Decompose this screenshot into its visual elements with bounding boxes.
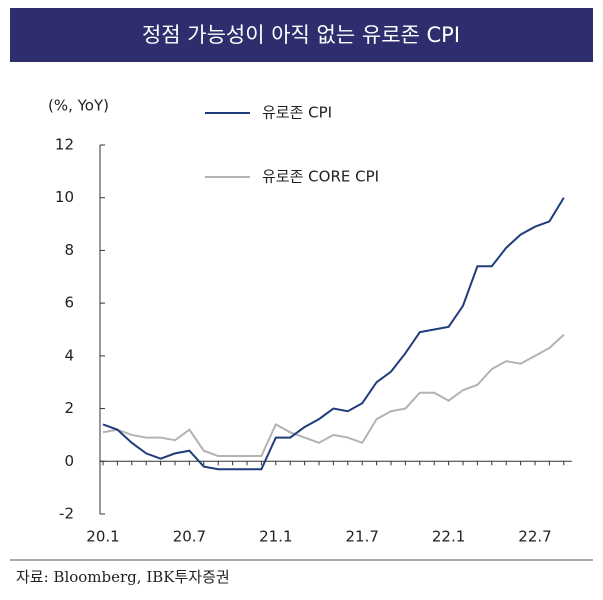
- y-tick-label: 4: [64, 346, 74, 364]
- series-line: [102, 334, 565, 458]
- x-tick-label: 21.7: [345, 528, 378, 546]
- y-tick-label: 2: [64, 399, 74, 417]
- x-tick-label: 22.7: [518, 528, 551, 546]
- x-tick-label: 20.1: [86, 528, 119, 546]
- legend-label: 유로존 CPI: [262, 104, 332, 122]
- y-tick-label: 10: [55, 188, 74, 206]
- chart-title: 정점 가능성이 아직 없는 유로존 CPI: [142, 23, 460, 47]
- y-tick-label: 6: [64, 294, 74, 312]
- series-line: [102, 197, 565, 471]
- y-axis-label: (%, YoY): [48, 97, 109, 115]
- x-tick-label: 21.1: [259, 528, 292, 546]
- y-tick-label: -2: [59, 505, 74, 523]
- legend-label: 유로존 CORE CPI: [262, 168, 379, 186]
- source-note: 자료: Bloomberg, IBK투자증권: [16, 568, 230, 586]
- y-tick-label: 12: [55, 136, 74, 154]
- y-tick-label: 0: [64, 452, 74, 470]
- x-tick-label: 20.7: [173, 528, 206, 546]
- title-bar: [10, 8, 593, 62]
- y-tick-label: 8: [64, 241, 74, 259]
- x-tick-label: 22.1: [432, 528, 465, 546]
